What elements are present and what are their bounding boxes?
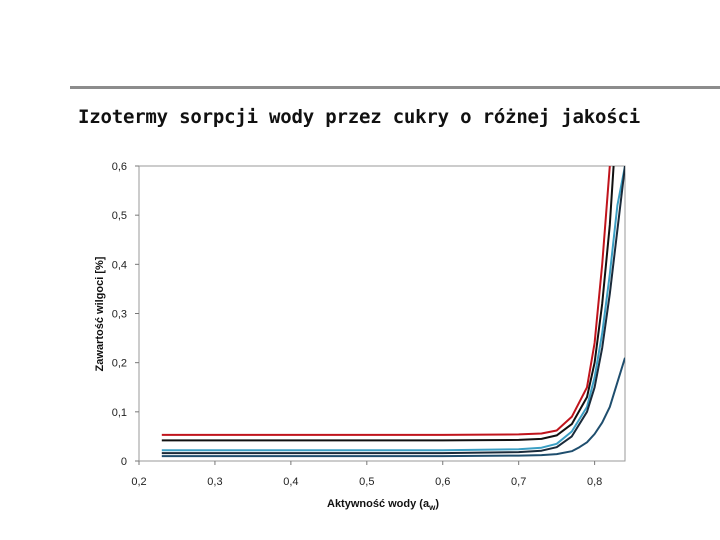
x-axis-title: Aktywność wody (aw) — [327, 498, 439, 512]
x-tick-label: 0,6 — [435, 476, 450, 488]
x-tick-label: 0,5 — [359, 476, 374, 488]
x-tick-label: 0,7 — [511, 476, 526, 488]
y-tick-label: 0,2 — [112, 358, 127, 370]
x-axis-title-subscript: w — [428, 503, 436, 512]
x-tick-label: 0,3 — [207, 476, 222, 488]
title-divider-line — [70, 86, 720, 89]
y-tick-label: 0,1 — [112, 407, 127, 419]
series-line-2 — [161, 166, 615, 442]
series-line-1 — [161, 166, 611, 436]
series-line-3 — [161, 166, 625, 452]
x-tick-label: 0,8 — [587, 476, 602, 488]
slide-title: Izotermy sorpcji wody przez cukry o różn… — [78, 106, 640, 128]
y-tick-label: 0,4 — [112, 259, 127, 271]
x-tick-label: 0,4 — [283, 476, 298, 488]
y-tick-label: 0,3 — [112, 309, 127, 321]
y-axis-title: Zawartość wilgoci [%] — [94, 256, 106, 371]
x-axis-title-end: ) — [435, 498, 439, 510]
y-tick-label: 0,5 — [112, 210, 127, 222]
series-line-5 — [161, 357, 625, 458]
x-tick-label: 0,2 — [131, 476, 146, 488]
plot-area — [138, 165, 626, 462]
x-axis-title-main: Aktywność wody (a — [327, 498, 430, 510]
y-tick-label: 0 — [121, 456, 127, 468]
series-line-4 — [161, 166, 625, 455]
y-tick-label: 0,6 — [112, 161, 127, 173]
